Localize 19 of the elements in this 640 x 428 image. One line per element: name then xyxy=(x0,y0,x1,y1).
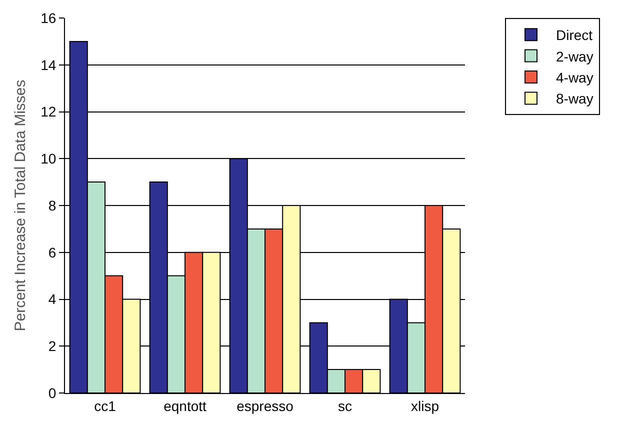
x-tick-label: sc xyxy=(338,398,352,414)
y-tick-label: 6 xyxy=(48,244,56,260)
y-tick-label: 12 xyxy=(40,104,56,120)
y-tick-label: 14 xyxy=(40,56,56,73)
y-tick-label: 0 xyxy=(48,384,56,401)
y-tick-label: 4 xyxy=(48,291,56,308)
x-tick-label: xlisp xyxy=(410,398,440,414)
x-tick-label: eqntott xyxy=(164,398,207,414)
legend-label: 2-way xyxy=(556,48,594,64)
x-tick-label: cc1 xyxy=(94,398,116,414)
legend-label: Direct xyxy=(556,27,593,44)
y-tick-label: 10 xyxy=(40,150,56,167)
y-tick-label: 2 xyxy=(48,338,56,354)
y-axis-title: Percent Increase in Total Data Misses xyxy=(12,80,29,332)
y-tick-label: 16 xyxy=(40,10,56,26)
legend-label: 4-way xyxy=(556,69,594,86)
y-tick-label: 8 xyxy=(48,197,56,214)
x-tick-label: espresso xyxy=(236,398,294,414)
legend-label: 8-way xyxy=(556,90,594,107)
